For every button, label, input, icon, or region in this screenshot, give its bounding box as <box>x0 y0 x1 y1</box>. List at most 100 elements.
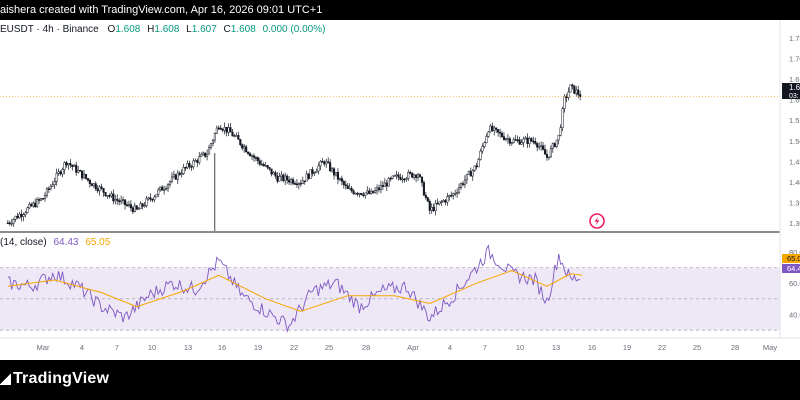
candle <box>137 207 140 210</box>
rsi-tick-label: 80.00 <box>789 248 800 257</box>
candle <box>313 171 316 176</box>
rsi-pane[interactable] <box>0 244 780 334</box>
candle <box>325 158 328 168</box>
rsi-params[interactable]: (14, close) <box>0 237 47 248</box>
candle <box>227 123 230 136</box>
candle <box>559 124 562 137</box>
candle <box>219 124 222 130</box>
chart-canvas[interactable]: 1.751.701.651.601.551.501.451.401.351.30… <box>0 0 800 360</box>
candle <box>514 134 517 141</box>
price-axis[interactable]: 1.751.701.651.601.551.501.451.401.351.30 <box>789 34 800 228</box>
candle <box>522 136 525 148</box>
last-price-text: 1.60 <box>789 83 800 92</box>
candle <box>540 141 543 151</box>
candle <box>475 162 478 170</box>
candle <box>65 160 68 168</box>
rsi-badge: 64.4 <box>782 264 800 273</box>
price-pane[interactable] <box>0 83 780 231</box>
candle <box>213 132 216 144</box>
time-tick-label: Apr <box>407 343 419 352</box>
candle <box>143 201 146 208</box>
candle <box>290 177 293 186</box>
time-axis[interactable]: Mar 4 7 10 13 16 19 22 25 28 Apr 4 7 10 13 16 19 22 25 28 Ma… <box>37 343 778 352</box>
candle <box>510 141 513 146</box>
candle <box>229 123 232 133</box>
candle <box>272 171 275 175</box>
candle <box>397 172 400 181</box>
high-label: H <box>147 24 155 35</box>
candle <box>45 187 48 198</box>
candle <box>536 142 539 152</box>
candle <box>16 212 19 219</box>
candle <box>336 168 340 185</box>
flash-icon[interactable] <box>589 213 605 229</box>
candle <box>479 148 482 161</box>
candle <box>34 198 37 208</box>
candle <box>401 174 404 183</box>
candle <box>295 178 298 188</box>
candle <box>465 173 468 185</box>
candle <box>8 220 11 226</box>
time-tick-label: 25 <box>325 343 333 352</box>
candle <box>565 93 568 103</box>
candle <box>178 171 181 177</box>
candle <box>59 170 62 176</box>
candle <box>77 166 80 174</box>
candle <box>407 169 410 181</box>
candle <box>506 134 509 144</box>
candle <box>538 142 541 150</box>
candle <box>319 159 322 171</box>
candle <box>317 162 320 175</box>
candle <box>69 159 72 168</box>
candle <box>168 180 172 188</box>
rsi-value: 64.43 <box>53 237 79 248</box>
time-tick-label: 13 <box>552 343 560 352</box>
candle <box>75 161 78 176</box>
candle <box>202 151 205 156</box>
candle <box>461 181 465 187</box>
candle <box>459 182 463 190</box>
candle <box>165 185 168 191</box>
candle <box>100 183 103 190</box>
candle <box>532 136 535 145</box>
candle <box>291 177 295 186</box>
rsi-line <box>7 244 581 334</box>
candle <box>51 181 54 187</box>
candle <box>166 183 170 192</box>
candle <box>448 194 451 201</box>
candle <box>241 143 244 151</box>
candle <box>233 133 236 138</box>
candle <box>217 125 220 131</box>
candle <box>149 193 152 202</box>
candle <box>268 167 271 171</box>
symbol-label[interactable]: EUSDT · 4h · Binance <box>0 24 99 35</box>
candle <box>327 157 330 164</box>
candle <box>364 192 367 199</box>
candle <box>53 177 56 189</box>
time-tick-label: Mar <box>37 343 50 352</box>
candle <box>534 137 537 146</box>
candle <box>159 186 162 192</box>
candle <box>344 180 347 190</box>
candle <box>487 130 490 138</box>
attribution-bar: aishera created with TradingView.com, Ap… <box>0 0 800 20</box>
tradingview-logo[interactable]: ◢ TradingView <box>0 370 109 388</box>
candle <box>282 173 285 183</box>
candle <box>284 172 287 185</box>
candle <box>489 123 492 133</box>
open-label: O <box>107 24 116 35</box>
rsi-axis[interactable]: 80.00 60.00 40.00 <box>789 248 800 320</box>
candle <box>94 181 97 191</box>
candle <box>518 136 521 145</box>
candle <box>377 184 381 193</box>
candle <box>161 185 164 191</box>
candle <box>504 137 507 142</box>
candle <box>577 85 580 99</box>
candle <box>82 170 86 179</box>
price-tick-label: 1.30 <box>789 219 800 228</box>
candle <box>374 187 377 194</box>
time-tick-label: 25 <box>693 343 701 352</box>
candle <box>120 195 123 205</box>
candle <box>569 84 572 93</box>
candle <box>184 166 187 171</box>
